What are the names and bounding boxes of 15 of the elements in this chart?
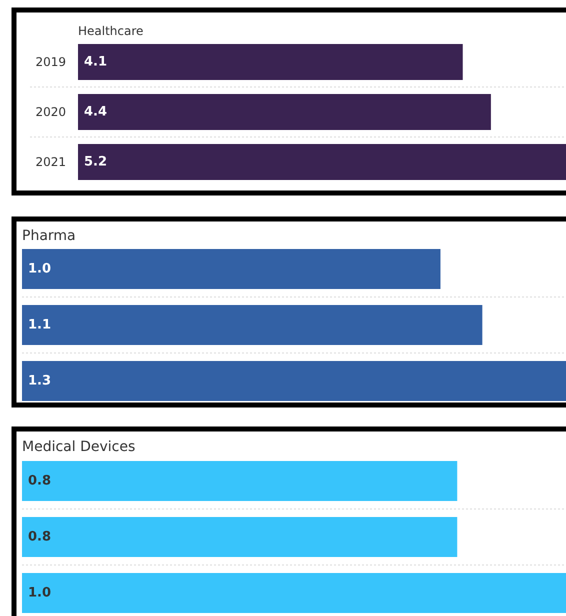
data-label: 1.3 (28, 374, 52, 388)
data-label: 4.4 (84, 104, 108, 120)
data-label: 0.8 (28, 474, 52, 488)
data-label: 4.1 (84, 54, 108, 70)
data-label: 1.0 (28, 586, 52, 600)
chart-title: Healthcare (78, 24, 144, 38)
data-label: 1.0 (28, 262, 52, 276)
y-tick-label: 2021 (35, 155, 66, 169)
data-label: 5.2 (84, 154, 108, 170)
chart-title: Medical Devices (22, 439, 136, 455)
data-label: 0.8 (28, 530, 52, 544)
chart-title: Pharma (22, 228, 76, 244)
y-tick-label: 2019 (35, 55, 66, 69)
data-label: 1.1 (28, 318, 52, 332)
y-tick-label: 2020 (35, 105, 66, 119)
